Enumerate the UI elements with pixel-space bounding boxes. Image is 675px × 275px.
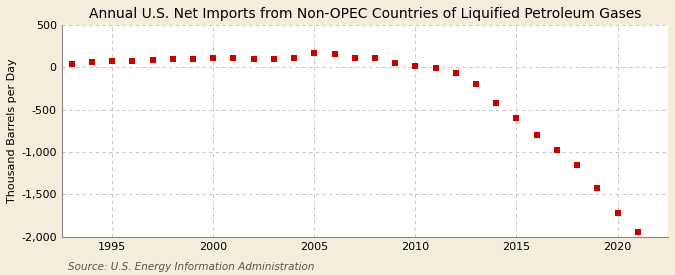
Point [551,148,562,152]
Point [389,60,400,65]
Point [269,57,279,61]
Y-axis label: Thousand Barrels per Day: Thousand Barrels per Day [7,59,17,203]
Point [127,59,138,63]
Point [450,71,461,75]
Point [228,56,239,60]
Point [430,65,441,70]
Point [491,101,502,105]
Point [289,55,300,60]
Point [66,62,77,66]
Point [531,133,542,137]
Point [208,56,219,60]
Point [612,211,623,215]
Point [592,185,603,190]
Title: Annual U.S. Net Imports from Non-OPEC Countries of Liquified Petroleum Gases: Annual U.S. Net Imports from Non-OPEC Co… [88,7,641,21]
Point [572,163,583,167]
Point [86,60,97,64]
Point [167,57,178,61]
Point [329,52,340,56]
Point [632,229,643,234]
Point [410,63,421,68]
Point [309,51,320,56]
Text: Source: U.S. Energy Information Administration: Source: U.S. Energy Information Administ… [68,262,314,272]
Point [511,116,522,120]
Point [350,55,360,60]
Point [107,59,117,64]
Point [470,82,481,86]
Point [248,57,259,61]
Point [188,57,198,61]
Point [369,56,380,60]
Point [147,58,158,62]
